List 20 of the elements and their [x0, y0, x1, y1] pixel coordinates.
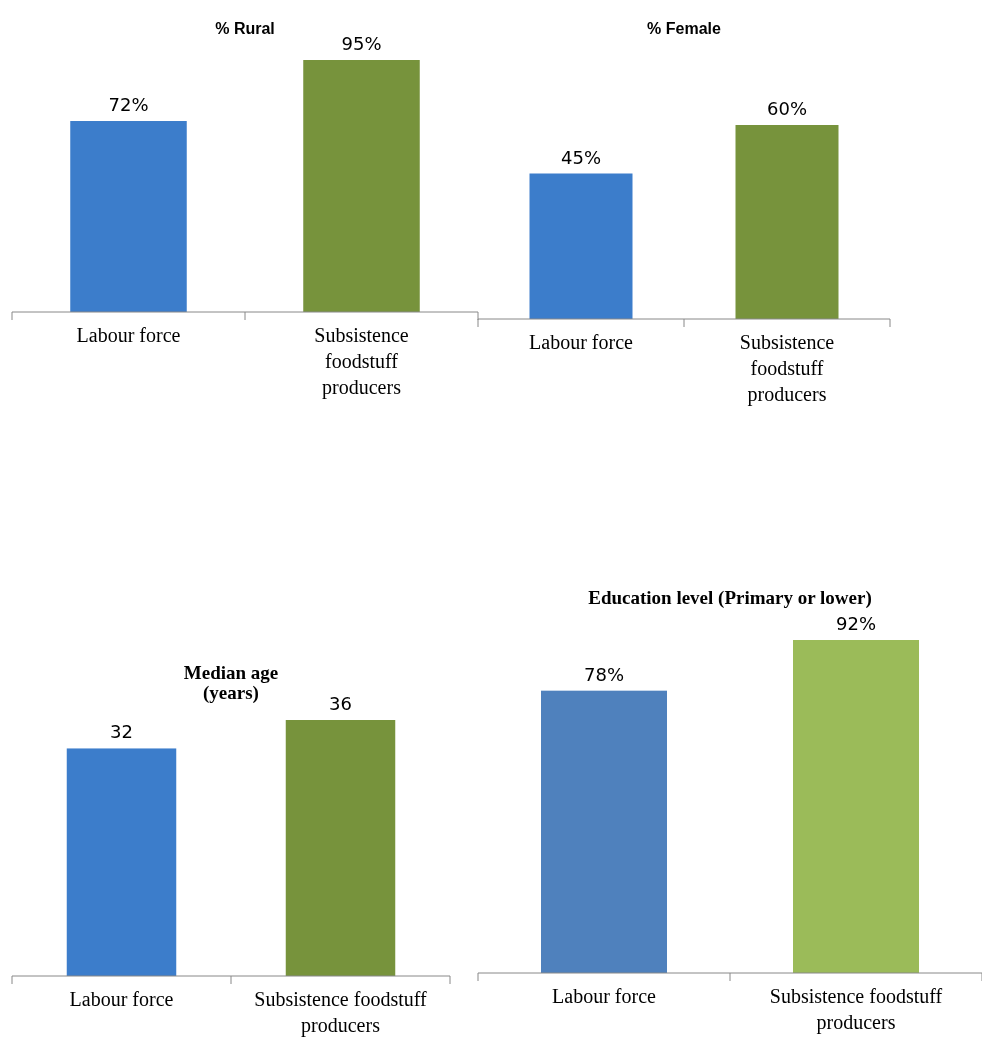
chart-title: % Female: [647, 20, 722, 37]
x-tick-label: Labour force: [529, 331, 634, 353]
x-tick-label: Labour force: [69, 988, 174, 1010]
data-label: 60%: [766, 98, 808, 119]
x-tick-label: Labour force: [552, 985, 657, 1007]
x-tick-label: Subsistence foodstuff producers: [254, 988, 428, 1037]
data-label: 45%: [560, 146, 602, 168]
chart-title: Median age (years): [183, 662, 279, 704]
x-tick-label: Subsistence foodstuff producers: [314, 324, 409, 399]
data-label: 72%: [108, 94, 149, 116]
data-label: 92%: [835, 613, 877, 634]
x-tick-label: Labour force: [76, 324, 181, 346]
data-label: 32: [110, 721, 133, 743]
chart-title: % Rural: [215, 20, 275, 37]
data-label: 36: [329, 693, 352, 714]
data-label: 78%: [583, 663, 625, 685]
chart-title: Education level (Primary or lower): [588, 587, 872, 609]
x-tick-label: Subsistence foodstuff producers: [769, 985, 943, 1034]
x-tick-label: Subsistence foodstuff producers: [739, 331, 835, 406]
data-label: 95%: [341, 33, 382, 54]
